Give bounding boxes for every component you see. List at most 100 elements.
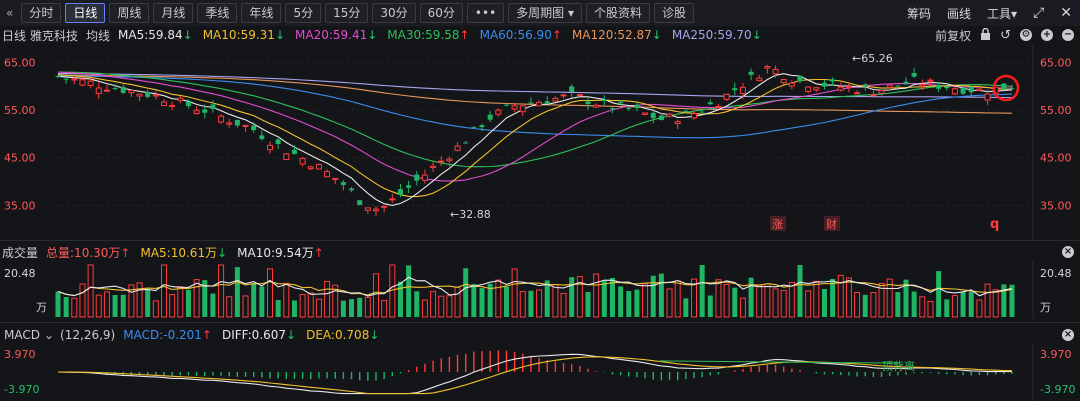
settings-icon[interactable]: ⚙: [1020, 29, 1032, 41]
macd-values: MACD:-0.201↑ DIFF:0.607↓ DEA:0.708↓: [123, 328, 389, 342]
volume-bar: [1001, 284, 1007, 317]
price-chart-panel[interactable]: 65.00 65.00 55.00 55.00 45.00 45.00 35.00 35.00…: [0, 44, 1080, 240]
macd-label[interactable]: MACD: [4, 328, 40, 342]
period-tab-3[interactable]: 月线: [153, 3, 194, 23]
volume-value-2: MA10:9.54万↑: [237, 245, 324, 260]
volume-chart[interactable]: 20.48 20.48 万 万: [0, 261, 1080, 319]
lock-icon[interactable]: [980, 27, 991, 43]
price-tick-left: 55.00: [4, 104, 36, 117]
tag-zhang: 涨: [772, 218, 783, 231]
chips-button[interactable]: 筹码: [907, 6, 932, 21]
zoom-out-icon[interactable]: −: [1062, 29, 1074, 41]
price-chart[interactable]: 65.00 65.00 55.00 55.00 45.00 45.00 35.00 35.00…: [0, 44, 1080, 240]
volume-bar: [1009, 284, 1015, 317]
volume-chart-panel[interactable]: 20.48 20.48 万 万: [0, 261, 1080, 319]
price-tick-right: 55.00: [1040, 104, 1072, 117]
close-icon[interactable]: ✕: [1060, 5, 1072, 21]
period-tab-8[interactable]: 30分: [372, 3, 416, 23]
price-tick-left: 65.00: [4, 56, 36, 69]
volume-bar: [112, 295, 118, 317]
volume-bar: [251, 283, 257, 317]
candle-body: [927, 79, 934, 82]
price-tick-right: 35.00: [1040, 199, 1072, 212]
candle-body: [307, 166, 314, 170]
candle-body: [544, 101, 550, 104]
volume-bar: [454, 286, 461, 318]
candle-body: [193, 109, 200, 115]
volume-bar: [618, 286, 624, 317]
candle-body: [968, 86, 974, 93]
candle-body: [210, 104, 216, 110]
macd-chart[interactable]: 3.970 -3.970 3.970 -3.970 顶背离: [0, 344, 1080, 401]
period-tab-5[interactable]: 年线: [241, 3, 282, 23]
candle-body: [226, 122, 233, 125]
volume-axis-top-left: 20.48: [4, 267, 36, 280]
multi-period-button[interactable]: 多周期图 ▾: [508, 3, 582, 23]
volume-bar: [79, 283, 86, 318]
close-macd-icon[interactable]: ×: [1062, 329, 1074, 341]
adjust-mode-select[interactable]: 前复权: [935, 28, 972, 43]
volume-bar: [911, 291, 917, 317]
tag-cai: 财: [826, 217, 837, 231]
macd-chart-panel[interactable]: 3.970 -3.970 3.970 -3.970 顶背离: [0, 344, 1080, 401]
close-volume-icon[interactable]: ×: [1062, 246, 1074, 258]
candle-body: [895, 85, 901, 87]
volume-bar: [324, 280, 331, 318]
volume-bar: [495, 279, 502, 318]
volume-bar: [414, 291, 420, 317]
volume-bar: [944, 299, 950, 317]
period-buttons: « 分时 日线 周线 月线 季线 年线 5分 15分 30分 60分 ••• 多周期图 ▾ 个股资料 诊股: [0, 3, 695, 23]
candle-body: [911, 72, 917, 77]
zoom-in-icon[interactable]: +: [1041, 29, 1053, 41]
candle-body: [291, 149, 297, 154]
volume-bar: [95, 294, 102, 318]
diagnose-button[interactable]: 诊股: [654, 3, 695, 23]
candle-body: [340, 182, 346, 186]
volume-bar: [609, 278, 615, 317]
more-periods-button[interactable]: •••: [466, 3, 505, 23]
macd-value-arrow-1: ↓: [286, 328, 297, 342]
panel-divider: [0, 322, 1080, 323]
period-tab-1[interactable]: 日线: [65, 3, 106, 23]
volume-bar: [739, 297, 746, 318]
candle-body: [364, 207, 371, 211]
volume-bar: [845, 277, 852, 318]
volume-bar: [283, 282, 290, 318]
macd-value-arrow-0: ↑: [201, 328, 212, 342]
volume-bar: [960, 291, 966, 317]
volume-bar: [536, 289, 543, 318]
candle-body: [960, 87, 966, 94]
volume-bar: [63, 297, 69, 317]
candle-body: [560, 94, 567, 97]
candle-body: [854, 92, 861, 95]
period-tab-4[interactable]: 季线: [197, 3, 238, 23]
candle-body: [739, 86, 746, 95]
expand-icon[interactable]: ⤢: [1033, 5, 1045, 21]
ma-label[interactable]: 均线: [86, 28, 111, 43]
undo-icon[interactable]: ↺: [1000, 27, 1011, 43]
period-tab-6[interactable]: 5分: [285, 3, 322, 23]
candle-body: [976, 88, 983, 91]
draw-line-button[interactable]: 画线: [947, 6, 972, 21]
volume-bar: [267, 268, 273, 318]
stock-info-button[interactable]: 个股资料: [586, 3, 651, 23]
candle-body: [430, 165, 437, 169]
volume-bar: [601, 281, 607, 317]
period-tab-2[interactable]: 周线: [109, 3, 150, 23]
divergence-line: [659, 360, 901, 364]
volume-bar: [128, 284, 135, 318]
ma-value-arrow-2: ↓: [367, 28, 378, 42]
ma5-line: [57, 73, 1013, 206]
double-chevron-left-icon[interactable]: «: [6, 6, 14, 20]
candle-body: [519, 105, 526, 113]
candle-body: [136, 93, 143, 97]
period-tab-9[interactable]: 60分: [419, 3, 463, 23]
ma-value-4: MA60:56.90↑: [479, 28, 562, 42]
tools-menu[interactable]: 工具▾: [987, 6, 1018, 21]
chevron-down-icon[interactable]: ⌄: [43, 328, 55, 342]
volume-bar: [511, 268, 518, 318]
period-tab-7[interactable]: 15分: [325, 3, 369, 23]
candle-body: [658, 115, 664, 121]
period-tab-0[interactable]: 分时: [21, 3, 62, 23]
candle-body: [552, 97, 559, 102]
